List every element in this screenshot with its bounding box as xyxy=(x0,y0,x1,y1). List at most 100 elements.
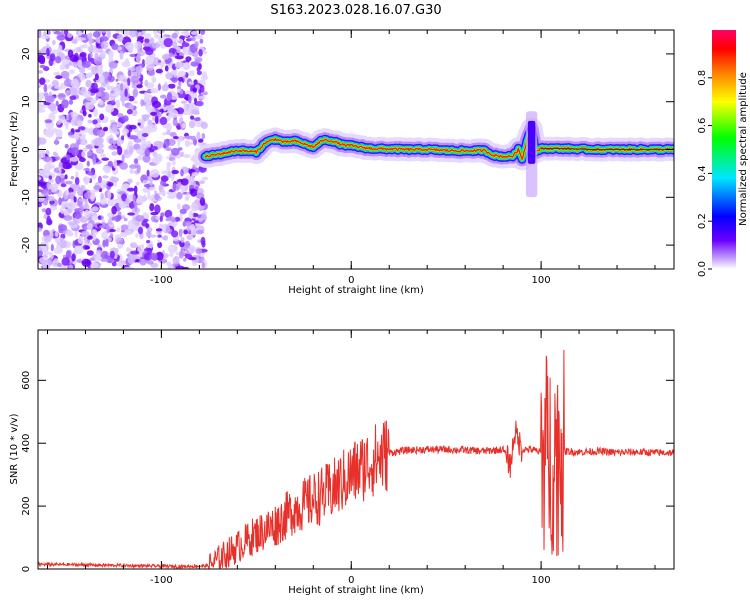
noise-speckle xyxy=(189,90,198,99)
noise-speckle xyxy=(117,146,123,156)
noise-speckle xyxy=(64,30,69,37)
noise-speckle xyxy=(81,258,91,267)
noise-speckle xyxy=(146,260,154,265)
noise-speckle xyxy=(167,216,175,220)
bottom-y-axis-label: SNR (10 * v/v) xyxy=(9,413,20,484)
chart-title: S163.2023.028.16.07.G30 xyxy=(270,3,441,18)
noise-speckle xyxy=(151,100,162,109)
noise-speckle xyxy=(171,32,178,39)
noise-speckle xyxy=(79,52,87,58)
ridge-band-6 xyxy=(204,127,674,160)
noise-speckle xyxy=(185,56,192,62)
noise-speckle xyxy=(99,36,109,42)
noise-speckle xyxy=(181,123,186,129)
colorbar-gradient xyxy=(712,30,736,269)
noise-speckle xyxy=(180,168,184,177)
noise-speckle xyxy=(140,99,145,107)
noise-speckle xyxy=(64,174,68,180)
noise-speckle xyxy=(147,191,151,201)
noise-speckle xyxy=(38,55,46,65)
noise-speckle xyxy=(167,244,177,254)
noise-speckle xyxy=(127,212,135,216)
noise-speckle xyxy=(55,100,59,107)
noise-speckle xyxy=(81,150,86,158)
noise-speckle xyxy=(154,193,160,201)
noise-speckle xyxy=(110,90,114,94)
noise-speckle xyxy=(90,262,99,269)
noise-speckle xyxy=(66,154,71,161)
noise-speckle xyxy=(175,251,179,256)
noise-speckle xyxy=(107,86,113,91)
noise-speckle xyxy=(184,253,193,259)
noise-speckle xyxy=(133,158,138,165)
noise-speckle xyxy=(49,102,56,112)
noise-speckle xyxy=(153,153,163,160)
noise-speckle xyxy=(89,52,93,58)
noise-speckle xyxy=(99,225,108,229)
noise-speckle xyxy=(102,239,107,248)
noise-speckle xyxy=(61,99,69,109)
noise-speckle xyxy=(91,229,97,235)
noise-speckle xyxy=(46,47,50,57)
noise-speckle xyxy=(79,45,84,50)
noise-speckle xyxy=(135,54,141,64)
noise-speckle xyxy=(198,138,204,143)
noise-speckle xyxy=(92,31,101,38)
noise-speckle xyxy=(109,233,114,239)
noise-speckle xyxy=(132,88,138,98)
noise-speckle xyxy=(136,130,145,140)
noise-speckle xyxy=(68,187,74,194)
bottom-y-tick-label: 0 xyxy=(21,566,32,572)
noise-speckle xyxy=(100,153,106,158)
noise-speckle xyxy=(94,52,99,60)
noise-speckle xyxy=(120,82,124,91)
noise-speckle xyxy=(131,109,138,116)
noise-speckle xyxy=(85,73,89,78)
noise-speckle xyxy=(97,215,102,220)
noise-speckle xyxy=(172,255,180,265)
noise-speckle xyxy=(123,217,128,222)
noise-speckle xyxy=(167,83,176,89)
noise-speckle xyxy=(47,195,55,202)
noise-speckle xyxy=(116,138,122,147)
noise-speckle xyxy=(176,203,181,210)
noise-speckle xyxy=(139,143,147,150)
noise-speckle xyxy=(119,162,128,170)
noise-speckle xyxy=(187,95,192,104)
top-y-axis-label: Frequency (Hz) xyxy=(9,111,20,187)
noise-speckle xyxy=(99,74,105,84)
noise-speckle xyxy=(179,208,187,215)
noise-speckle xyxy=(184,240,191,248)
noise-speckle xyxy=(159,116,168,126)
noise-speckle xyxy=(44,119,53,124)
noise-speckle xyxy=(77,236,84,244)
noise-speckle xyxy=(44,128,55,138)
noise-speckle xyxy=(172,41,178,49)
noise-speckle xyxy=(58,224,67,231)
noise-speckles xyxy=(38,30,209,269)
noise-speckle xyxy=(65,89,70,97)
noise-speckle xyxy=(76,37,86,41)
noise-speckle xyxy=(69,95,77,100)
noise-speckle xyxy=(191,36,196,42)
noise-speckle xyxy=(102,175,109,179)
noise-speckle xyxy=(91,206,99,212)
noise-speckle xyxy=(144,79,149,87)
noise-speckle xyxy=(117,113,124,118)
noise-speckle xyxy=(160,61,165,68)
noise-speckle xyxy=(124,41,134,50)
noise-speckle xyxy=(150,145,159,151)
noise-speckle xyxy=(143,194,147,202)
noise-speckle xyxy=(99,180,108,185)
noise-speckle xyxy=(153,30,158,35)
noise-speckle xyxy=(66,202,75,210)
noise-speckle xyxy=(99,113,105,121)
bottom-y-tick-label: 200 xyxy=(21,497,32,516)
noise-speckle xyxy=(157,234,162,238)
noise-speckle xyxy=(74,212,82,219)
noise-speckle xyxy=(111,43,119,51)
noise-speckle xyxy=(147,247,153,255)
noise-speckle xyxy=(164,65,169,72)
spectrogram-frame xyxy=(37,29,675,270)
